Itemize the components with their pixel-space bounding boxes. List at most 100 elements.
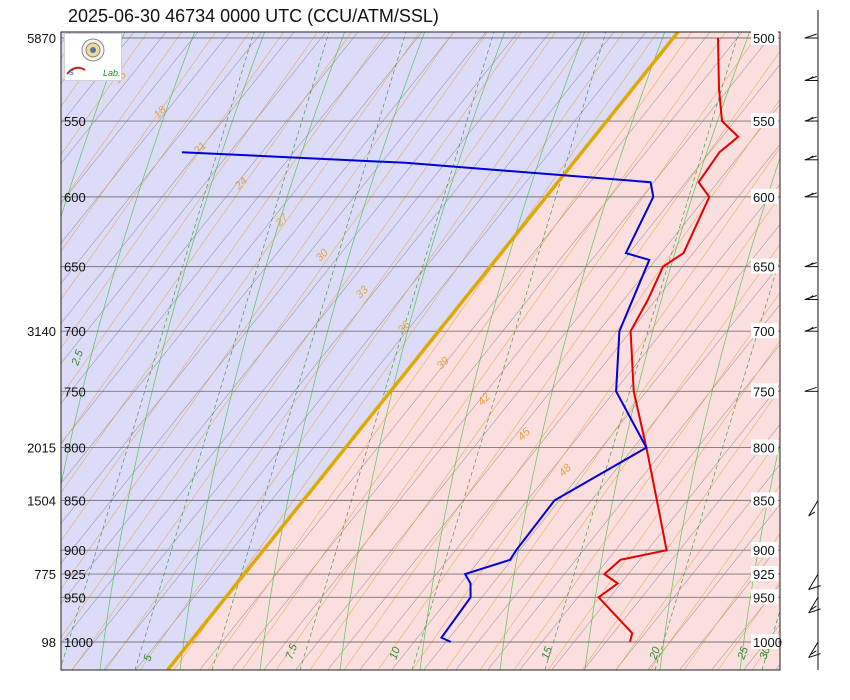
dry-adiabat-line [479, 243, 780, 670]
chart-title: 2025-06-30 46734 0000 UTC (CCU/ATM/SSL) [68, 6, 439, 26]
pressure-label-left: 750 [64, 384, 86, 399]
pressure-label-right: 800 [753, 441, 775, 456]
isotherm-line [423, 224, 780, 670]
lab-logo-icon: S Lab. [66, 38, 121, 78]
moist-adiabat-line [659, 156, 780, 670]
wind-barb [804, 155, 818, 161]
dry-adiabat-line [411, 147, 780, 670]
isotherm-line [391, 184, 780, 670]
dry-adiabat-line [207, 32, 658, 670]
pressure-label-left: 550 [64, 114, 86, 129]
dry-adiabat-line [61, 32, 318, 397]
wind-barb [808, 597, 821, 614]
moist-adiabat-line [419, 32, 586, 670]
mixing-ratio-line [544, 32, 740, 670]
isotherm-line [231, 32, 743, 670]
wind-barbs [804, 10, 821, 670]
dry-adiabat-line [61, 32, 488, 638]
pressure-label-left: 650 [64, 260, 86, 275]
dry-adiabat-line [61, 32, 420, 542]
isotherm-line [487, 304, 780, 670]
dry-adiabat-line [61, 32, 182, 204]
dry-adiabat-line [105, 32, 556, 670]
isotherm-line [0, 0, 12, 693]
pressure-label-left: 950 [64, 590, 86, 605]
pressure-label-left: 850 [64, 493, 86, 508]
mixing-ratio-line [299, 32, 495, 670]
svg-text:Lab.: Lab. [103, 68, 121, 78]
isotherm-line [583, 424, 780, 670]
pressure-label-bg [751, 634, 778, 649]
dry-adiabat-line [275, 32, 726, 670]
dry-adiabat-line [615, 436, 780, 670]
mixing-ratio-line [61, 32, 255, 668]
mixing-ratio-label: 2.5 [69, 348, 86, 368]
pressure-label-right: 600 [753, 190, 775, 205]
dewpoint-trace [181, 151, 655, 643]
isotherm-line [61, 32, 391, 444]
dry-adiabat-line [61, 32, 454, 590]
pressure-label-bg [751, 566, 778, 582]
isotherm-line [61, 32, 199, 204]
wind-barb [804, 192, 818, 198]
mixing-ratio-label: 10 [388, 645, 404, 661]
dry-adiabat-line [61, 32, 352, 445]
pressure-label-right: 750 [753, 384, 775, 399]
moist-adiabat-line [584, 32, 751, 670]
isotherm-line [61, 32, 167, 164]
height-label: 775 [34, 567, 56, 582]
isotherm-line [263, 32, 775, 670]
dry-adiabat-line [61, 32, 216, 252]
pressure-label-right: 950 [753, 590, 775, 605]
moist-adiabat-line [499, 32, 666, 670]
pressure-label-bg [751, 542, 778, 558]
wind-barb [804, 386, 818, 392]
pressure-label-right: 700 [753, 324, 775, 339]
moist-adiabat-line [61, 32, 196, 487]
dry-adiabat-line [61, 32, 250, 301]
pressure-label-right: 650 [753, 260, 775, 275]
pressure-label-bg [751, 258, 778, 274]
isotherm-line [359, 144, 780, 670]
isotherm-line [789, 0, 850, 693]
height-label: 1504 [27, 493, 56, 508]
isotherm-line [71, 32, 583, 670]
moist-adiabat-line [99, 32, 266, 670]
wind-barb [808, 500, 819, 517]
wind-barb [804, 76, 818, 82]
freezing-isotherm [166, 32, 680, 670]
dry-adiabat-line [343, 50, 780, 670]
pressure-label-right: 1000 [753, 635, 782, 650]
wind-barb [804, 116, 818, 122]
pressure-label-left: 1000 [64, 635, 93, 650]
dry-adiabat-line [61, 32, 148, 156]
isotherm-line [615, 464, 780, 670]
wind-barb [804, 326, 818, 332]
wind-barb [808, 641, 821, 659]
mixing-ratio-line [411, 32, 607, 670]
pressure-label-bg [751, 492, 778, 508]
pressure-label-left: 800 [64, 441, 86, 456]
mixing-ratio-label: 20 [647, 645, 663, 662]
mixing-ratio-label: 25 [735, 645, 751, 662]
lab-logo: S Lab. [64, 33, 122, 81]
height-label: 98 [42, 635, 56, 650]
cold-region-fill [61, 32, 678, 670]
pressure-label-right: 850 [753, 493, 775, 508]
isotherm-line [61, 32, 135, 124]
pressure-label-right: 900 [753, 543, 775, 558]
isotherm-line [455, 264, 780, 670]
wind-barb [804, 295, 818, 301]
pressure-label-bg [751, 323, 778, 339]
dry-adiabat-line [309, 32, 760, 670]
dry-adiabat-line [61, 32, 80, 59]
pressure-label-left: 600 [64, 190, 86, 205]
moist-adiabat-line [259, 32, 426, 670]
moist-adiabat-line [339, 32, 506, 670]
mixing-ratio-label: 5 [142, 652, 156, 663]
dry-adiabat-line [649, 484, 780, 670]
isotherm-line [295, 64, 780, 670]
isotherm-line [61, 32, 487, 564]
mixing-ratio-line [211, 32, 407, 670]
plot-frame [60, 31, 781, 671]
